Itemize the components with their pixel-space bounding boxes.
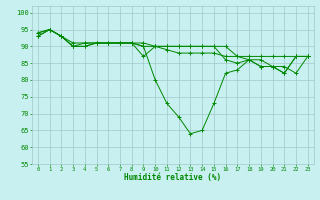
X-axis label: Humidité relative (%): Humidité relative (%): [124, 173, 221, 182]
